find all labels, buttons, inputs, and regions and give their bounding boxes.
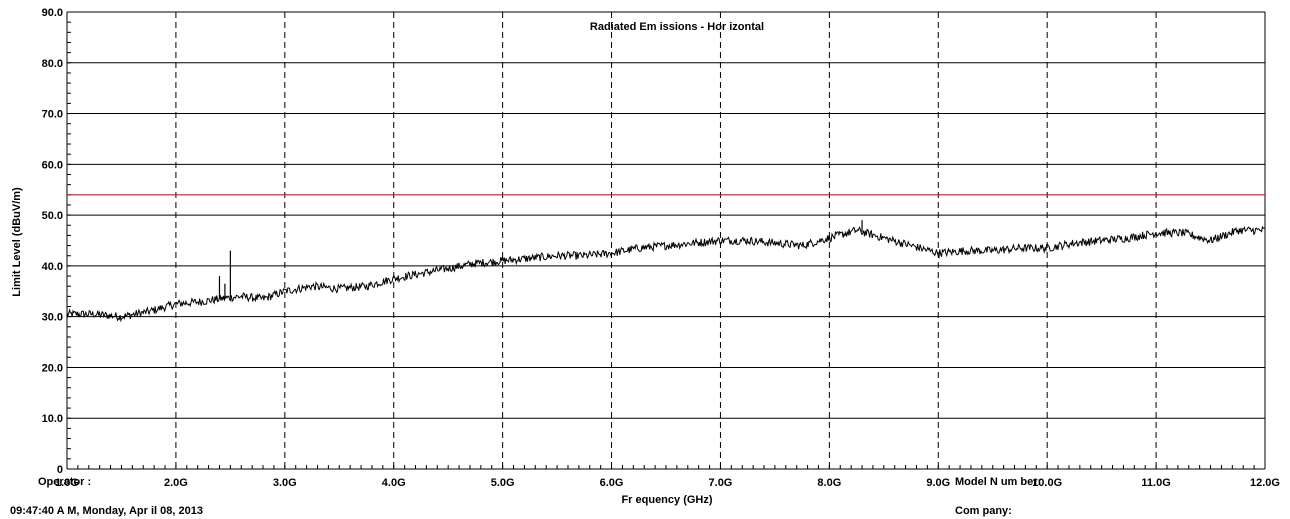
x-tick-label: 4.0G	[382, 477, 406, 489]
x-tick-label: 2.0G	[164, 477, 188, 489]
x-tick-label: 6.0G	[600, 477, 624, 489]
y-tick-label: 20.0	[42, 362, 63, 374]
y-tick-label: 10.0	[42, 413, 63, 425]
x-tick-label: 3.0G	[273, 477, 297, 489]
y-tick-label: 0	[57, 464, 63, 476]
y-axis-label: Limit Level (dBuV/m)	[11, 187, 23, 297]
y-tick-labels: 0 10.0 20.0 30.0 40.0 50.0 60.0 70.0 80.0 90.0	[42, 7, 63, 476]
y-tick-label: 70.0	[42, 109, 63, 121]
x-tick-labels: 1.0G 2.0G 3.0G 4.0G 5.0G 6.0G 7.0G 8.0G 9.0G 10.0…	[55, 477, 1280, 489]
x-tick-label: 5.0G	[491, 477, 515, 489]
plot-area	[66, 194, 1266, 323]
x-axis-label: Fr equency (GHz)	[621, 494, 712, 506]
y-tick-label: 40.0	[42, 261, 63, 273]
grid-lines	[66, 11, 1266, 470]
company-label: Com pany:	[955, 505, 1012, 517]
chart-title: Radiated Em issions - Hor izontal	[590, 21, 764, 33]
model-number-label: Model N um ber:	[955, 476, 1041, 488]
x-tick-label: 10.0G	[1032, 477, 1062, 489]
x-tick-label: 11.0G	[1141, 477, 1170, 489]
x-tick-label: 8.0G	[817, 477, 841, 489]
timestamp: 09:47:40 A M, Monday, Apr il 08, 2013	[10, 505, 203, 517]
y-tick-label: 60.0	[42, 159, 63, 171]
y-tick-label: 80.0	[42, 58, 63, 70]
x-tick-label: 12.0G	[1250, 477, 1280, 489]
y-tick-label: 30.0	[42, 312, 63, 324]
x-tick-label: 7.0G	[709, 477, 733, 489]
x-tick-label: 9.0G	[926, 477, 950, 489]
y-tick-label: 90.0	[42, 7, 63, 19]
minor-ticks	[66, 11, 1266, 470]
operator-label: Operator :	[38, 476, 91, 488]
measurement-trace	[66, 225, 1266, 323]
x-tick-label: 1.0G	[55, 477, 79, 489]
y-tick-label: 50.0	[42, 210, 63, 222]
